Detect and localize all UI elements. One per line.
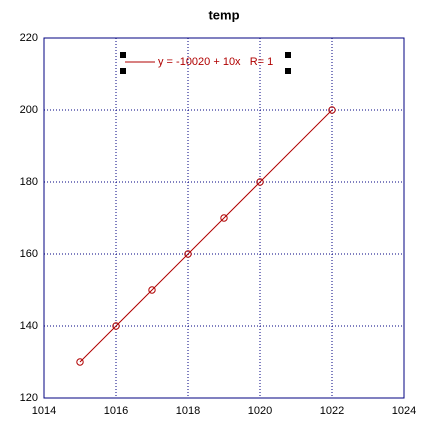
y-tick-label: 220	[20, 32, 38, 44]
x-tick-label: 1018	[176, 405, 200, 417]
y-tick-label: 180	[20, 176, 38, 188]
chart-title: temp	[208, 7, 239, 22]
x-tick-label: 1014	[32, 405, 56, 417]
y-tick-label: 160	[20, 248, 38, 260]
legend-handle	[285, 52, 291, 58]
legend-handle	[120, 52, 126, 58]
plot-frame	[43, 37, 405, 399]
data-point	[76, 358, 84, 366]
data-point	[184, 250, 192, 258]
y-tick-label: 120	[20, 392, 38, 404]
data-point	[220, 214, 228, 222]
data-line	[79, 109, 333, 363]
data-point	[148, 286, 156, 294]
legend-handle	[285, 68, 291, 74]
x-tick-label: 1020	[248, 405, 272, 417]
x-tick-label: 1024	[392, 405, 416, 417]
y-tick-label: 200	[20, 104, 38, 116]
data-point	[112, 322, 120, 330]
data-point	[256, 178, 264, 186]
legend-handle	[120, 68, 126, 74]
legend-label: y = -10020 + 10x R= 1	[158, 56, 273, 68]
x-tick-label: 1022	[320, 405, 344, 417]
y-tick-label: 140	[20, 320, 38, 332]
x-tick-label: 1016	[104, 405, 128, 417]
data-point	[328, 106, 336, 114]
